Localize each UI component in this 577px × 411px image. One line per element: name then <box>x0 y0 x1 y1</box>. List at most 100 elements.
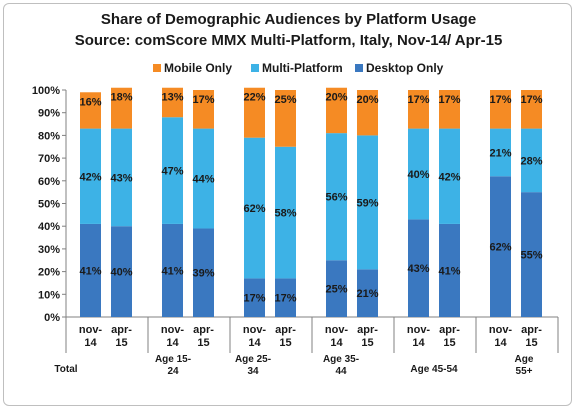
bar-segment <box>357 135 378 270</box>
bar-segment <box>193 128 214 229</box>
data-label: 40% <box>407 169 429 181</box>
data-label: 17% <box>520 94 542 106</box>
x-tick-label: nov-14 <box>79 324 103 349</box>
data-label: 20% <box>325 92 347 104</box>
bar-segment <box>326 133 347 261</box>
bar-segment <box>275 146 296 279</box>
data-label: 20% <box>356 94 378 106</box>
bar-segment <box>80 223 101 317</box>
data-label: 62% <box>489 242 511 254</box>
data-label: 42% <box>79 171 101 183</box>
bar-segment <box>490 90 511 129</box>
data-label: 41% <box>161 265 183 277</box>
data-label: 56% <box>325 192 347 204</box>
chart-subtitle: Source: comScore MMX Multi-Platform, Ita… <box>74 32 503 49</box>
y-tick-label: 70% <box>38 153 60 165</box>
data-label: 59% <box>356 197 378 209</box>
bar-segment <box>490 176 511 317</box>
bar-segment <box>162 87 183 118</box>
bar-segment <box>521 90 542 129</box>
legend-label: Multi-Platform <box>262 61 343 75</box>
bar-segment <box>111 226 132 317</box>
x-tick-label: nov-14 <box>325 324 349 349</box>
x-tick-label: apr-15 <box>111 324 132 349</box>
y-tick-label: 50% <box>38 199 60 211</box>
legend-swatch <box>251 64 259 72</box>
data-label: 41% <box>79 265 101 277</box>
bar-segment <box>490 128 511 177</box>
bar-segment <box>193 228 214 317</box>
data-label: 43% <box>110 172 132 184</box>
y-tick-label: 30% <box>38 244 60 256</box>
bar-segment <box>408 128 429 220</box>
bar-segment <box>439 128 460 224</box>
x-tick-label: nov-14 <box>161 324 185 349</box>
y-tick-label: 80% <box>38 130 60 142</box>
data-label: 21% <box>489 147 511 159</box>
x-tick-label: nov-14 <box>489 324 513 349</box>
data-label: 16% <box>79 96 101 108</box>
data-label: 39% <box>192 268 214 280</box>
legend-label: Mobile Only <box>164 61 232 75</box>
y-tick-label: 90% <box>38 108 60 120</box>
y-tick-label: 100% <box>32 85 60 97</box>
y-tick-label: 20% <box>38 267 60 279</box>
data-label: 25% <box>274 94 296 106</box>
x-tick-label: apr-15 <box>193 324 214 349</box>
x-tick-label: apr-15 <box>521 324 542 349</box>
data-label: 25% <box>325 284 347 296</box>
data-label: 28% <box>520 155 542 167</box>
bar-segment <box>80 92 101 129</box>
x-tick-label: apr-15 <box>275 324 296 349</box>
y-tick-label: 0% <box>44 312 60 324</box>
group-label: Age 45-54 <box>410 364 458 375</box>
x-tick-label: nov-14 <box>407 324 431 349</box>
bar-segment <box>244 87 265 138</box>
legend-swatch <box>153 64 161 72</box>
group-label: Total <box>54 364 77 375</box>
data-label: 17% <box>243 293 265 305</box>
data-label: 21% <box>356 288 378 300</box>
bar-segment <box>408 219 429 317</box>
data-label: 41% <box>438 265 460 277</box>
bar-segment <box>521 192 542 317</box>
bar-segment <box>244 278 265 317</box>
bar-segment <box>193 90 214 129</box>
bar-segment <box>162 223 183 317</box>
data-label: 13% <box>161 92 183 104</box>
x-tick-label: apr-15 <box>439 324 460 349</box>
group-label: Age 25-34 <box>235 354 271 377</box>
data-label: 58% <box>274 208 296 220</box>
data-label: 43% <box>407 263 429 275</box>
bar-segment <box>408 90 429 129</box>
data-label: 17% <box>407 94 429 106</box>
bar-segment <box>326 260 347 317</box>
data-label: 18% <box>110 92 132 104</box>
bar-segment <box>357 269 378 317</box>
group-label: Age 35-44 <box>323 354 359 377</box>
data-label: 17% <box>192 94 214 106</box>
bar-segment <box>326 87 347 134</box>
data-label: 42% <box>438 171 460 183</box>
data-label: 22% <box>243 92 265 104</box>
bar-segment <box>357 90 378 136</box>
bar-segment <box>275 90 296 147</box>
legend-swatch <box>355 64 363 72</box>
data-label: 47% <box>161 166 183 178</box>
bar-segment <box>80 128 101 224</box>
chart-title: Share of Demographic Audiences by Platfo… <box>100 11 477 28</box>
bar-segment <box>439 223 460 317</box>
y-tick-label: 60% <box>38 176 60 188</box>
data-label: 17% <box>489 94 511 106</box>
bar-segment <box>111 128 132 227</box>
bar-segment <box>439 90 460 129</box>
legend-label: Desktop Only <box>366 61 444 75</box>
bar-segment <box>275 278 296 317</box>
y-tick-label: 40% <box>38 221 60 233</box>
group-label: Age 55+ <box>515 354 534 377</box>
group-label: Age 15-24 <box>155 354 191 377</box>
y-tick-label: 10% <box>38 289 60 301</box>
data-label: 55% <box>520 250 542 262</box>
bar-segment <box>521 128 542 193</box>
